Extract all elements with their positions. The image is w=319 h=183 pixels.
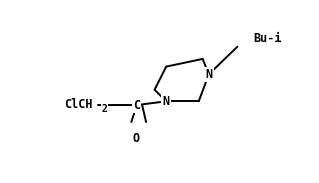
Text: Bu-i: Bu-i bbox=[253, 32, 281, 45]
Text: O: O bbox=[132, 132, 139, 145]
Text: N: N bbox=[163, 95, 170, 108]
Text: ClCH: ClCH bbox=[64, 98, 93, 111]
Text: C: C bbox=[133, 99, 140, 112]
Text: 2: 2 bbox=[101, 104, 107, 114]
Text: N: N bbox=[205, 68, 212, 81]
